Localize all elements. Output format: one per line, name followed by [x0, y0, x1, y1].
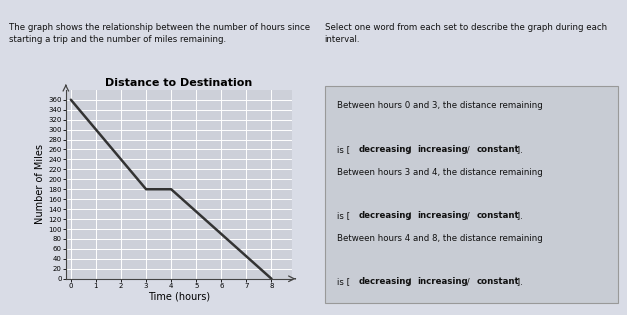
- Text: decreasing: decreasing: [358, 145, 412, 154]
- Text: is [: is [: [337, 145, 353, 154]
- Text: /: /: [465, 211, 473, 220]
- Text: /: /: [405, 278, 413, 286]
- X-axis label: Time (hours): Time (hours): [147, 292, 210, 302]
- Text: Select one word from each set to describe the graph during each
interval.: Select one word from each set to describ…: [325, 23, 607, 44]
- Text: /: /: [465, 278, 473, 286]
- Text: ].: ].: [514, 211, 523, 220]
- Text: constant: constant: [477, 211, 520, 220]
- Text: is [: is [: [337, 278, 353, 286]
- Text: decreasing: decreasing: [358, 211, 412, 220]
- Text: /: /: [405, 211, 413, 220]
- Text: constant: constant: [477, 145, 520, 154]
- Text: ].: ].: [514, 278, 523, 286]
- Title: Distance to Destination: Distance to Destination: [105, 77, 252, 88]
- Text: is [: is [: [337, 211, 353, 220]
- Text: Between hours 4 and 8, the distance remaining: Between hours 4 and 8, the distance rema…: [337, 234, 543, 243]
- Y-axis label: Number of Miles: Number of Miles: [35, 144, 45, 224]
- Text: /: /: [405, 145, 413, 154]
- Text: Between hours 3 and 4, the distance remaining: Between hours 3 and 4, the distance rema…: [337, 168, 543, 177]
- Text: The graph shows the relationship between the number of hours since
starting a tr: The graph shows the relationship between…: [9, 23, 310, 44]
- Text: increasing: increasing: [418, 278, 468, 286]
- Text: decreasing: decreasing: [358, 278, 412, 286]
- FancyBboxPatch shape: [325, 86, 618, 303]
- Text: increasing: increasing: [418, 211, 468, 220]
- Text: increasing: increasing: [418, 145, 468, 154]
- Text: ].: ].: [514, 145, 523, 154]
- Text: Between hours 0 and 3, the distance remaining: Between hours 0 and 3, the distance rema…: [337, 101, 543, 111]
- Text: /: /: [465, 145, 473, 154]
- Text: constant: constant: [477, 278, 520, 286]
